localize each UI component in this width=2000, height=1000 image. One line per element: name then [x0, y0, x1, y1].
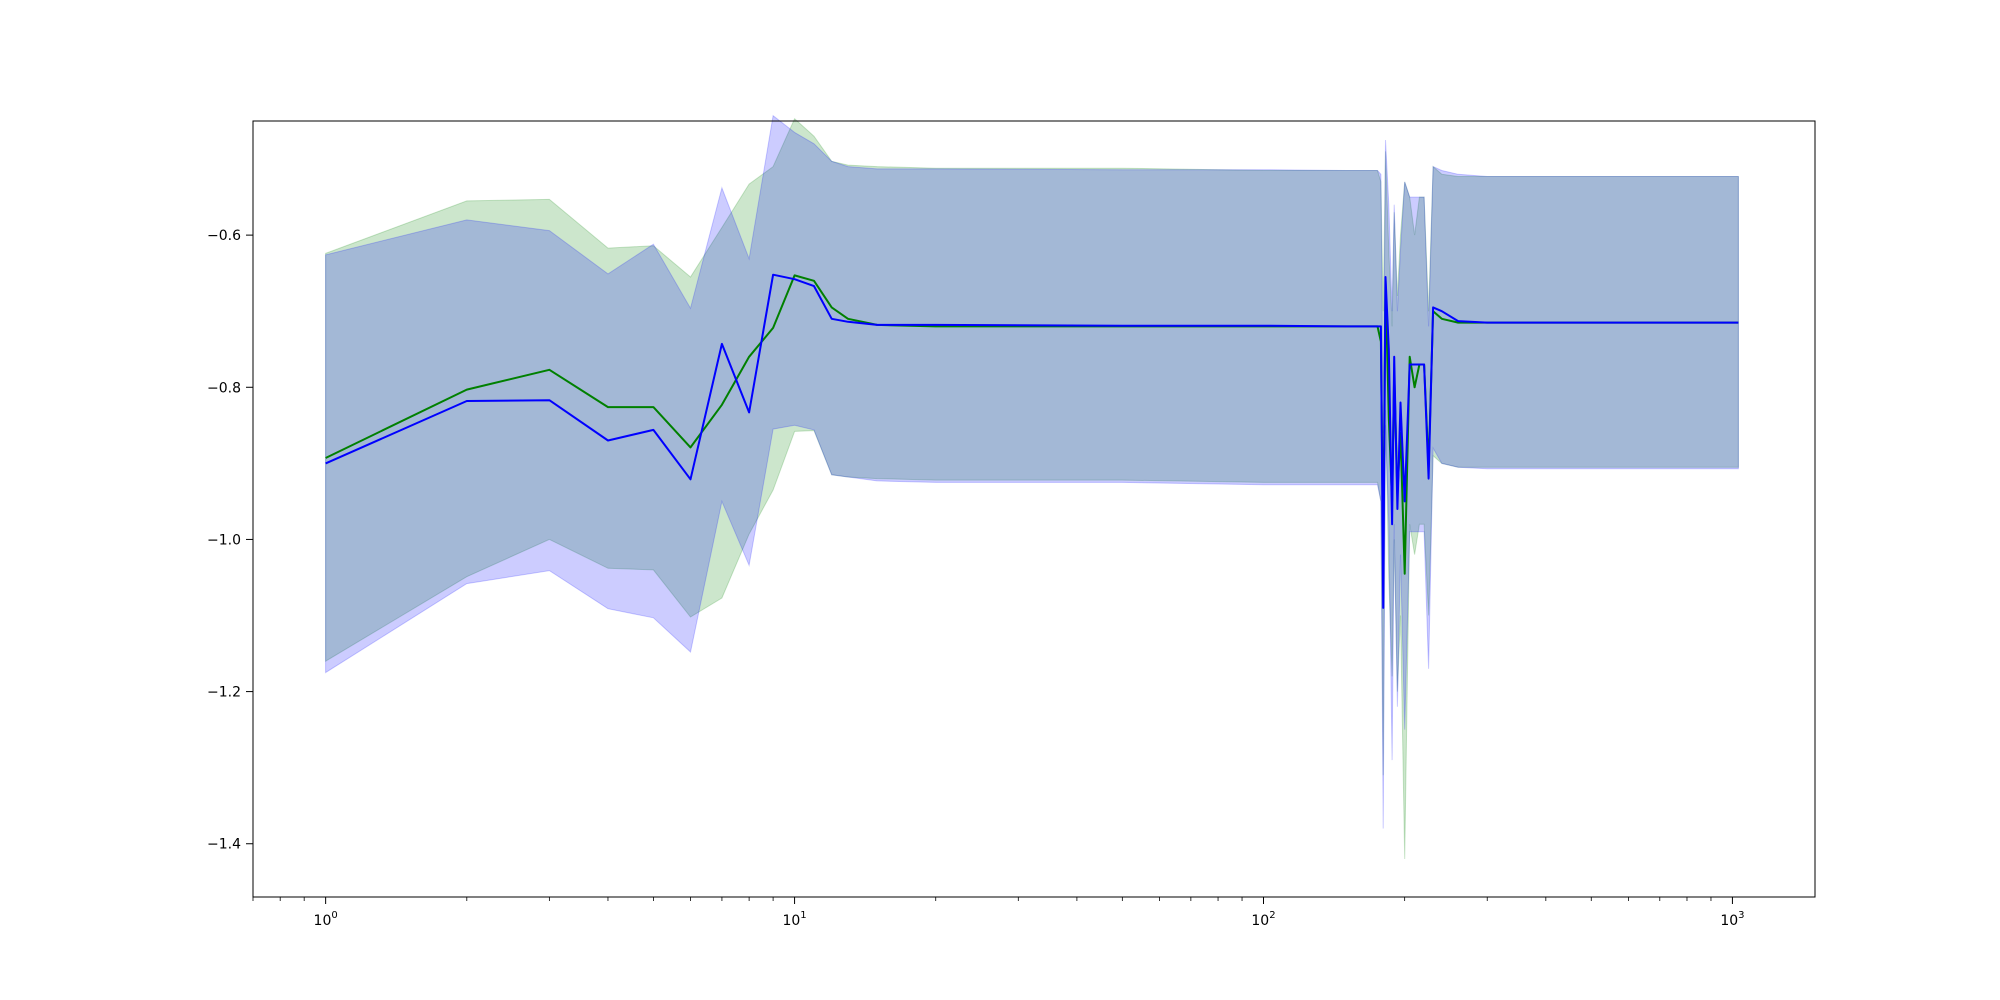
- x-tick-label: 102: [1251, 910, 1275, 929]
- y-tick-label: −1.2: [207, 685, 241, 701]
- y-axis: −1.4 −1.2 −1.0 −0.8 −0.6: [207, 228, 253, 853]
- x-tick-label: 100: [314, 910, 338, 929]
- x-axis: 100 101 102 103: [252, 897, 1745, 929]
- x-tick-label: 103: [1720, 910, 1744, 929]
- y-tick-label: −0.8: [207, 380, 241, 396]
- y-tick-label: −1.4: [207, 837, 241, 853]
- series-1-line: [325, 273, 1739, 609]
- plot-area: [325, 114, 1739, 860]
- axes-frame: [252, 120, 1816, 898]
- x-tick-label: 101: [782, 910, 806, 929]
- series-lines: [325, 273, 1739, 609]
- y-tick-label: −1.0: [207, 532, 241, 548]
- y-tick-label: −0.6: [207, 228, 241, 244]
